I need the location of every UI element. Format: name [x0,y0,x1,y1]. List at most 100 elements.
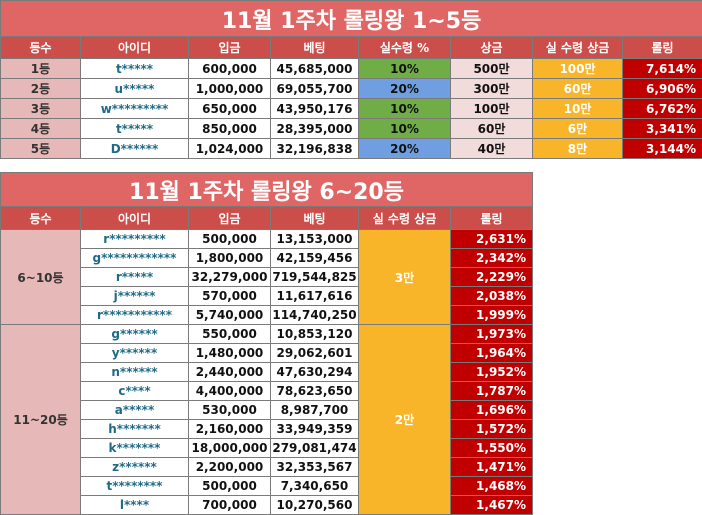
cell: 10% [359,99,451,119]
cell: 6만 [533,119,623,139]
id-cell: z****** [81,458,189,477]
rolling-cell: 1,999% [451,306,533,325]
bet-cell: 114,740,250 [271,306,359,325]
rolling-cell: 1,964% [451,344,533,363]
id-cell: g************ [81,249,189,268]
cell: 7,614% [623,59,702,79]
cell: t***** [81,119,189,139]
cell: 20% [359,139,451,159]
cell: D****** [81,139,189,159]
rolling-cell: 1,467% [451,496,533,515]
deposit-cell: 700,000 [189,496,271,515]
header-cell: 아이디 [81,37,189,59]
rolling-cell: 1,468% [451,477,533,496]
rolling-cell: 1,572% [451,420,533,439]
cell: 6,906% [623,79,702,99]
cell: 10% [359,59,451,79]
deposit-cell: 500,000 [189,477,271,496]
cell: 3,144% [623,139,702,159]
rank-cell: 11~20등 [1,325,81,515]
bet-cell: 8,987,700 [271,401,359,420]
cell: w********* [81,99,189,119]
cell: 100만 [451,99,533,119]
cell: 40만 [451,139,533,159]
cell: 32,196,838 [271,139,359,159]
deposit-cell: 1,800,000 [189,249,271,268]
bet-cell: 7,340,650 [271,477,359,496]
bet-cell: 719,544,825 [271,268,359,287]
cell: 3등 [1,99,81,119]
cell: 1,024,000 [189,139,271,159]
header-cell: 상금 [451,37,533,59]
deposit-cell: 32,279,000 [189,268,271,287]
header-cell: 롤링 [623,37,702,59]
id-cell: c**** [81,382,189,401]
bet-cell: 33,949,359 [271,420,359,439]
title-row: 11월 1주차 롤링왕 1~5등 [1,1,702,37]
deposit-cell: 500,000 [189,230,271,249]
id-cell: r***** [81,268,189,287]
cell: 28,395,000 [271,119,359,139]
bet-cell: 11,617,616 [271,287,359,306]
cell: 10만 [533,99,623,119]
deposit-cell: 2,200,000 [189,458,271,477]
cell: 3,341% [623,119,702,139]
bet-cell: 13,153,000 [271,230,359,249]
header-cell: 실 수령 상금 [533,37,623,59]
bet-cell: 32,353,567 [271,458,359,477]
header-cell: 등수 [1,207,81,230]
bet-cell: 10,270,560 [271,496,359,515]
rank-cell: 6~10등 [1,230,81,325]
cell: 500만 [451,59,533,79]
rolling-cell: 1,973% [451,325,533,344]
cell: t***** [81,59,189,79]
bet-cell: 29,062,601 [271,344,359,363]
id-cell: h******* [81,420,189,439]
header-cell: 롤링 [451,207,533,230]
cell: u***** [81,79,189,99]
id-cell: g****** [81,325,189,344]
deposit-cell: 2,440,000 [189,363,271,382]
rolling-cell: 2,038% [451,287,533,306]
cell: 850,000 [189,119,271,139]
cell: 650,000 [189,99,271,119]
cell: 300만 [451,79,533,99]
cell: 43,950,176 [271,99,359,119]
header-cell: 입금 [189,37,271,59]
prize-cell: 2만 [359,325,451,515]
header-cell: 아이디 [81,207,189,230]
bet-cell: 78,623,650 [271,382,359,401]
cell: 45,685,000 [271,59,359,79]
deposit-cell: 1,480,000 [189,344,271,363]
bet-cell: 279,081,474 [271,439,359,458]
deposit-cell: 570,000 [189,287,271,306]
cell: 69,055,700 [271,79,359,99]
cell: 60만 [451,119,533,139]
cell: 1등 [1,59,81,79]
header-cell: 등수 [1,37,81,59]
rolling-cell: 2,631% [451,230,533,249]
cell: 6,762% [623,99,702,119]
cell: 20% [359,79,451,99]
deposit-cell: 4,400,000 [189,382,271,401]
rolling-cell: 1,696% [451,401,533,420]
rolling-cell: 2,229% [451,268,533,287]
